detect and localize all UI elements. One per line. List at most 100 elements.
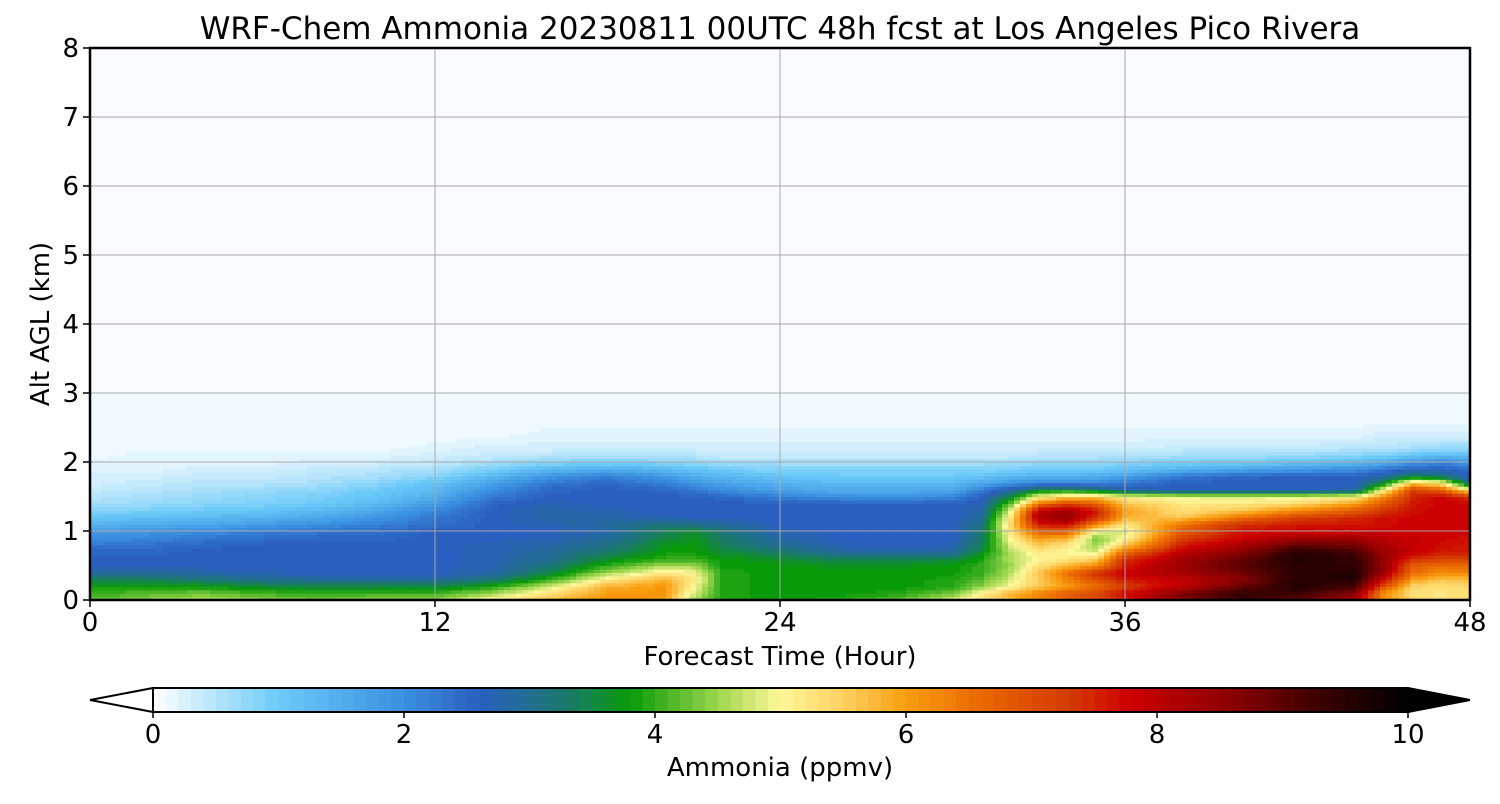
heatmap-cell [726,531,733,536]
heatmap-cell [762,589,769,594]
heatmap-cell [864,548,871,553]
heatmap-cell [1134,596,1141,601]
heatmap-cell [1074,524,1081,529]
heatmap-cell [1422,562,1429,567]
heatmap-cell [666,551,673,556]
heatmap-cell [1050,527,1057,532]
heatmap-cell [858,586,865,591]
heatmap-cell [840,534,847,539]
heatmap-cell [930,544,937,549]
heatmap-cell [90,544,97,549]
heatmap-cell [924,524,931,529]
heatmap-cell [810,537,817,542]
heatmap-cell [1314,555,1321,560]
heatmap-cell [1302,551,1309,556]
heatmap-cell [174,558,181,563]
heatmap-cell [282,551,289,556]
heatmap-cell [882,558,889,563]
heatmap-cell [630,527,637,532]
heatmap-cell [204,537,211,542]
heatmap-cell [330,572,337,577]
heatmap-cell [894,544,901,549]
heatmap-cell [396,593,403,598]
heatmap-cell [90,565,97,570]
heatmap-cell [1212,582,1219,587]
heatmap-cell [1272,551,1279,556]
heatmap-cell [192,579,199,584]
heatmap-cell [378,544,385,549]
heatmap-cell [168,572,175,577]
heatmap-cell [1056,579,1063,584]
heatmap-cell [924,544,931,549]
heatmap-cell [756,572,763,577]
heatmap-cell [1272,558,1279,563]
heatmap-cell [294,579,301,584]
heatmap-cell [1446,582,1453,587]
heatmap-cell [1284,579,1291,584]
heatmap-cell [1254,537,1261,542]
heatmap-cell [96,582,103,587]
heatmap-cell [1074,558,1081,563]
heatmap-cell [222,593,229,598]
heatmap-cell [810,531,817,536]
heatmap-cell [402,555,409,560]
heatmap-cell [876,524,883,529]
heatmap-cell [828,572,835,577]
heatmap-cell [114,565,121,570]
heatmap-cell [216,589,223,594]
heatmap-cell [144,558,151,563]
heatmap-cell [726,527,733,532]
heatmap-cell [222,544,229,549]
heatmap-cell [798,568,805,573]
heatmap-cell [990,586,997,591]
heatmap-cell [834,544,841,549]
heatmap-cell [1374,586,1381,591]
heatmap-cell [1260,575,1267,580]
heatmap-cell [1038,565,1045,570]
heatmap-cell [996,524,1003,529]
heatmap-cell [948,531,955,536]
heatmap-cell [258,524,265,529]
heatmap-cell [228,586,235,591]
heatmap-cell [348,589,355,594]
heatmap-cell [1248,593,1255,598]
heatmap-cell [264,541,271,546]
heatmap-cell [588,524,595,529]
heatmap-cell [354,593,361,598]
heatmap-cell [204,555,211,560]
heatmap-cell [948,568,955,573]
heatmap-cell [1140,589,1147,594]
heatmap-cell [156,555,163,560]
heatmap-cell [1224,593,1231,598]
heatmap-cell [978,537,985,542]
heatmap-cell [804,537,811,542]
heatmap-cell [1176,562,1183,567]
heatmap-cell [1212,551,1219,556]
heatmap-cell [576,593,583,598]
heatmap-cell [1080,548,1087,553]
heatmap-cell [1458,575,1465,580]
heatmap-cell [720,568,727,573]
heatmap-cell [642,551,649,556]
heatmap-cell [942,548,949,553]
heatmap-cell [372,575,379,580]
heatmap-cell [1134,537,1141,542]
heatmap-cell [984,551,991,556]
heatmap-cell [276,541,283,546]
heatmap-cell [1026,555,1033,560]
heatmap-cell [1080,551,1087,556]
heatmap-cell [540,565,547,570]
heatmap-cell [1158,586,1165,591]
heatmap-cell [300,544,307,549]
heatmap-cell [144,548,151,553]
heatmap-cell [198,541,205,546]
heatmap-cell [1134,534,1141,539]
heatmap-cell [294,589,301,594]
heatmap-cell [1266,562,1273,567]
heatmap-cell [768,534,775,539]
heatmap-cell [1410,596,1417,601]
heatmap-cell [564,568,571,573]
heatmap-cell [1008,558,1015,563]
heatmap-cell [438,568,445,573]
heatmap-cell [1218,589,1225,594]
